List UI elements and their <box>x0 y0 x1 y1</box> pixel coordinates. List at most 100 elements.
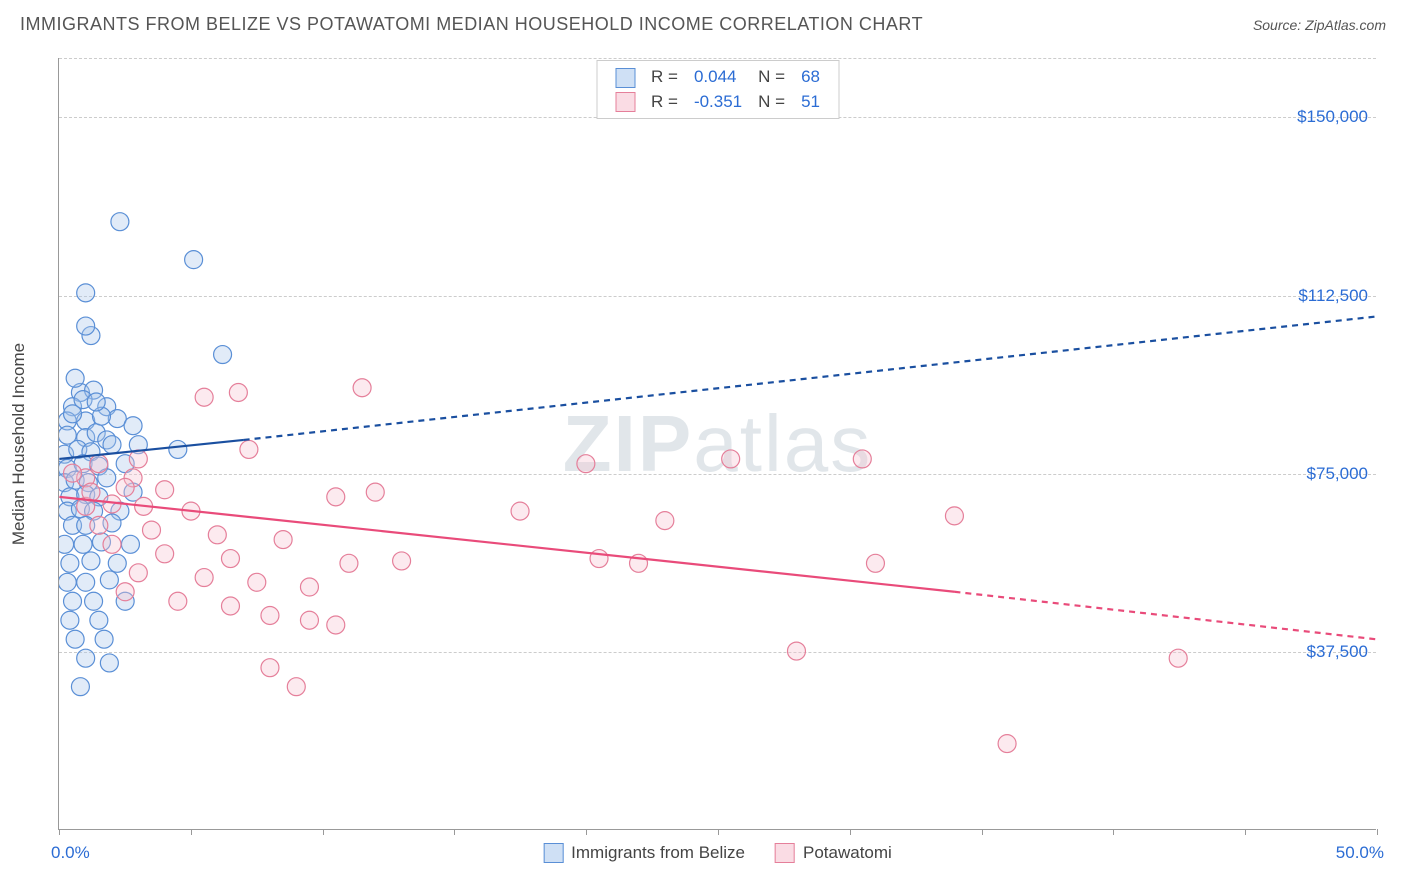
data-point <box>135 497 153 515</box>
data-point <box>169 592 187 610</box>
data-point <box>274 531 292 549</box>
trend-line-dash <box>954 592 1375 639</box>
data-point <box>103 495 121 513</box>
data-point <box>103 436 121 454</box>
grid-line <box>59 296 1376 297</box>
data-point <box>300 611 318 629</box>
trend-line-solid <box>59 440 243 459</box>
data-point <box>195 388 213 406</box>
data-point <box>287 678 305 696</box>
x-tick <box>454 829 455 835</box>
y-tick-label: $150,000 <box>1297 107 1368 127</box>
data-point <box>87 424 105 442</box>
data-point <box>87 393 105 411</box>
data-point <box>69 440 87 458</box>
data-point <box>90 611 108 629</box>
legend-row-potawatomi: R = -0.351 N = 51 <box>607 90 828 115</box>
data-point <box>353 379 371 397</box>
data-point <box>71 678 89 696</box>
data-point <box>129 450 147 468</box>
data-point <box>90 516 108 534</box>
legend-item-potawatomi: Potawatomi <box>775 843 892 863</box>
title-bar: IMMIGRANTS FROM BELIZE VS POTAWATOMI MED… <box>20 14 1386 35</box>
data-point <box>90 455 108 473</box>
x-tick <box>586 829 587 835</box>
data-point <box>182 502 200 520</box>
data-point <box>59 459 76 477</box>
data-point <box>61 488 79 506</box>
data-point <box>327 488 345 506</box>
data-point <box>59 502 76 520</box>
source-prefix: Source: <box>1253 17 1305 33</box>
data-point <box>103 535 121 553</box>
data-point <box>59 426 76 444</box>
data-point <box>156 481 174 499</box>
data-point <box>998 735 1016 753</box>
data-point <box>116 592 134 610</box>
legend-swatch-belize-icon <box>543 843 563 863</box>
data-point <box>59 474 74 492</box>
data-point <box>722 450 740 468</box>
data-point <box>90 488 108 506</box>
data-point <box>77 429 95 447</box>
data-point <box>300 578 318 596</box>
x-tick <box>191 829 192 835</box>
data-point <box>124 469 142 487</box>
data-point <box>79 474 97 492</box>
data-point <box>66 630 84 648</box>
legend-swatch-belize-icon <box>615 68 635 88</box>
legend-bottom: Immigrants from Belize Potawatomi <box>543 843 892 863</box>
data-point <box>590 550 608 568</box>
legend-r-value-potawatomi: -0.351 <box>686 90 750 115</box>
y-tick-label: $75,000 <box>1307 464 1368 484</box>
chart-svg <box>59 58 1376 829</box>
data-point <box>77 573 95 591</box>
x-min-label: 0.0% <box>51 843 90 863</box>
data-point <box>511 502 529 520</box>
y-tick-label: $37,500 <box>1307 642 1368 662</box>
legend-top-table: R = 0.044 N = 68 R = -0.351 N = 51 <box>607 65 828 114</box>
data-point <box>221 550 239 568</box>
data-point <box>366 483 384 501</box>
y-axis-title: Median Household Income <box>9 342 29 544</box>
legend-row-belize: R = 0.044 N = 68 <box>607 65 828 90</box>
data-point <box>945 507 963 525</box>
data-point <box>74 455 92 473</box>
legend-top: R = 0.044 N = 68 R = -0.351 N = 51 <box>596 60 839 119</box>
data-point <box>221 597 239 615</box>
data-point <box>64 405 82 423</box>
data-point <box>116 583 134 601</box>
data-point <box>77 412 95 430</box>
source-name: ZipAtlas.com <box>1305 17 1386 33</box>
chart-title: IMMIGRANTS FROM BELIZE VS POTAWATOMI MED… <box>20 14 923 35</box>
data-point <box>92 407 110 425</box>
x-tick <box>1245 829 1246 835</box>
x-tick <box>982 829 983 835</box>
data-point <box>74 391 92 409</box>
legend-r-value-belize: 0.044 <box>686 65 750 90</box>
data-point <box>100 654 118 672</box>
data-point <box>59 445 74 463</box>
data-point <box>92 533 110 551</box>
data-point <box>59 535 74 553</box>
data-point <box>82 443 100 461</box>
data-point <box>108 410 126 428</box>
data-point <box>393 552 411 570</box>
data-point <box>64 592 82 610</box>
data-point <box>340 554 358 572</box>
data-point <box>229 384 247 402</box>
data-point <box>121 535 139 553</box>
data-point <box>82 483 100 501</box>
x-tick <box>850 829 851 835</box>
legend-r-label: R = <box>643 90 686 115</box>
data-point <box>64 516 82 534</box>
legend-n-label: N = <box>750 90 793 115</box>
watermark: ZIPatlas <box>563 398 872 490</box>
data-point <box>108 554 126 572</box>
data-point <box>208 526 226 544</box>
data-point <box>630 554 648 572</box>
data-point <box>866 554 884 572</box>
data-point <box>64 398 82 416</box>
data-point <box>129 564 147 582</box>
legend-n-value-belize: 68 <box>793 65 828 90</box>
